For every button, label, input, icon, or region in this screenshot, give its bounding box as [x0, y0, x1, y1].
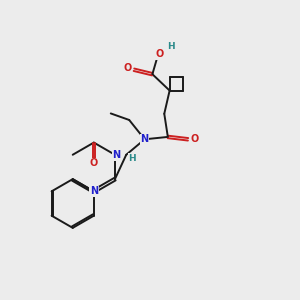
- Text: H: H: [128, 154, 136, 163]
- Text: O: O: [190, 134, 199, 144]
- Text: N: N: [141, 134, 149, 144]
- Text: N: N: [112, 150, 121, 160]
- Text: O: O: [123, 63, 131, 73]
- Text: H: H: [167, 42, 175, 51]
- Text: O: O: [156, 49, 164, 59]
- Text: O: O: [90, 158, 98, 168]
- Text: N: N: [90, 186, 98, 196]
